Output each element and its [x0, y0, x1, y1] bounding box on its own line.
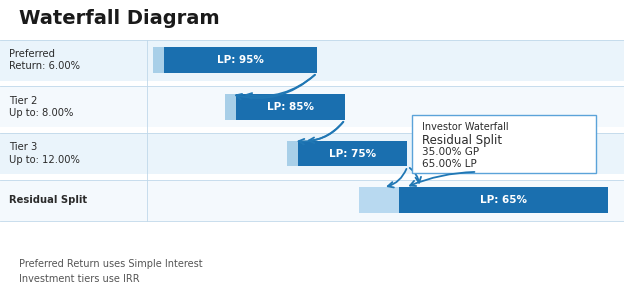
Text: LP: 85%: LP: 85%	[267, 102, 314, 112]
Text: 35.00% GP: 35.00% GP	[422, 146, 480, 156]
Bar	[0, 133, 624, 174]
Text: Residual Split: Residual Split	[9, 195, 87, 205]
Text: Return: 6.00%: Return: 6.00%	[9, 61, 80, 72]
Bar	[0, 180, 624, 221]
Text: Preferred: Preferred	[9, 49, 56, 59]
Bar	[287, 141, 298, 166]
Bar	[298, 141, 407, 166]
Bar	[399, 188, 608, 213]
Text: LP: 95%: LP: 95%	[217, 55, 264, 65]
Bar	[225, 94, 236, 120]
Text: Waterfall Diagram: Waterfall Diagram	[19, 9, 220, 28]
Bar	[359, 188, 399, 213]
Text: Up to: 12.00%: Up to: 12.00%	[9, 155, 80, 165]
Bar	[153, 47, 164, 73]
Bar	[0, 86, 624, 127]
Bar	[164, 47, 317, 73]
Bar	[236, 94, 345, 120]
Text: Up to: 8.00%: Up to: 8.00%	[9, 108, 74, 118]
Bar	[0, 40, 624, 81]
Text: Investment tiers use IRR: Investment tiers use IRR	[19, 274, 139, 284]
Text: LP: 75%: LP: 75%	[329, 148, 376, 158]
Text: Tier 2: Tier 2	[9, 96, 37, 106]
Text: 65.00% LP: 65.00% LP	[422, 159, 477, 169]
Text: Residual Split: Residual Split	[422, 134, 502, 147]
FancyBboxPatch shape	[412, 115, 596, 173]
Text: Preferred Return uses Simple Interest: Preferred Return uses Simple Interest	[19, 259, 202, 269]
Text: Tier 3: Tier 3	[9, 142, 37, 152]
Text: LP: 65%: LP: 65%	[480, 195, 527, 205]
Text: Investor Waterfall: Investor Waterfall	[422, 122, 509, 132]
